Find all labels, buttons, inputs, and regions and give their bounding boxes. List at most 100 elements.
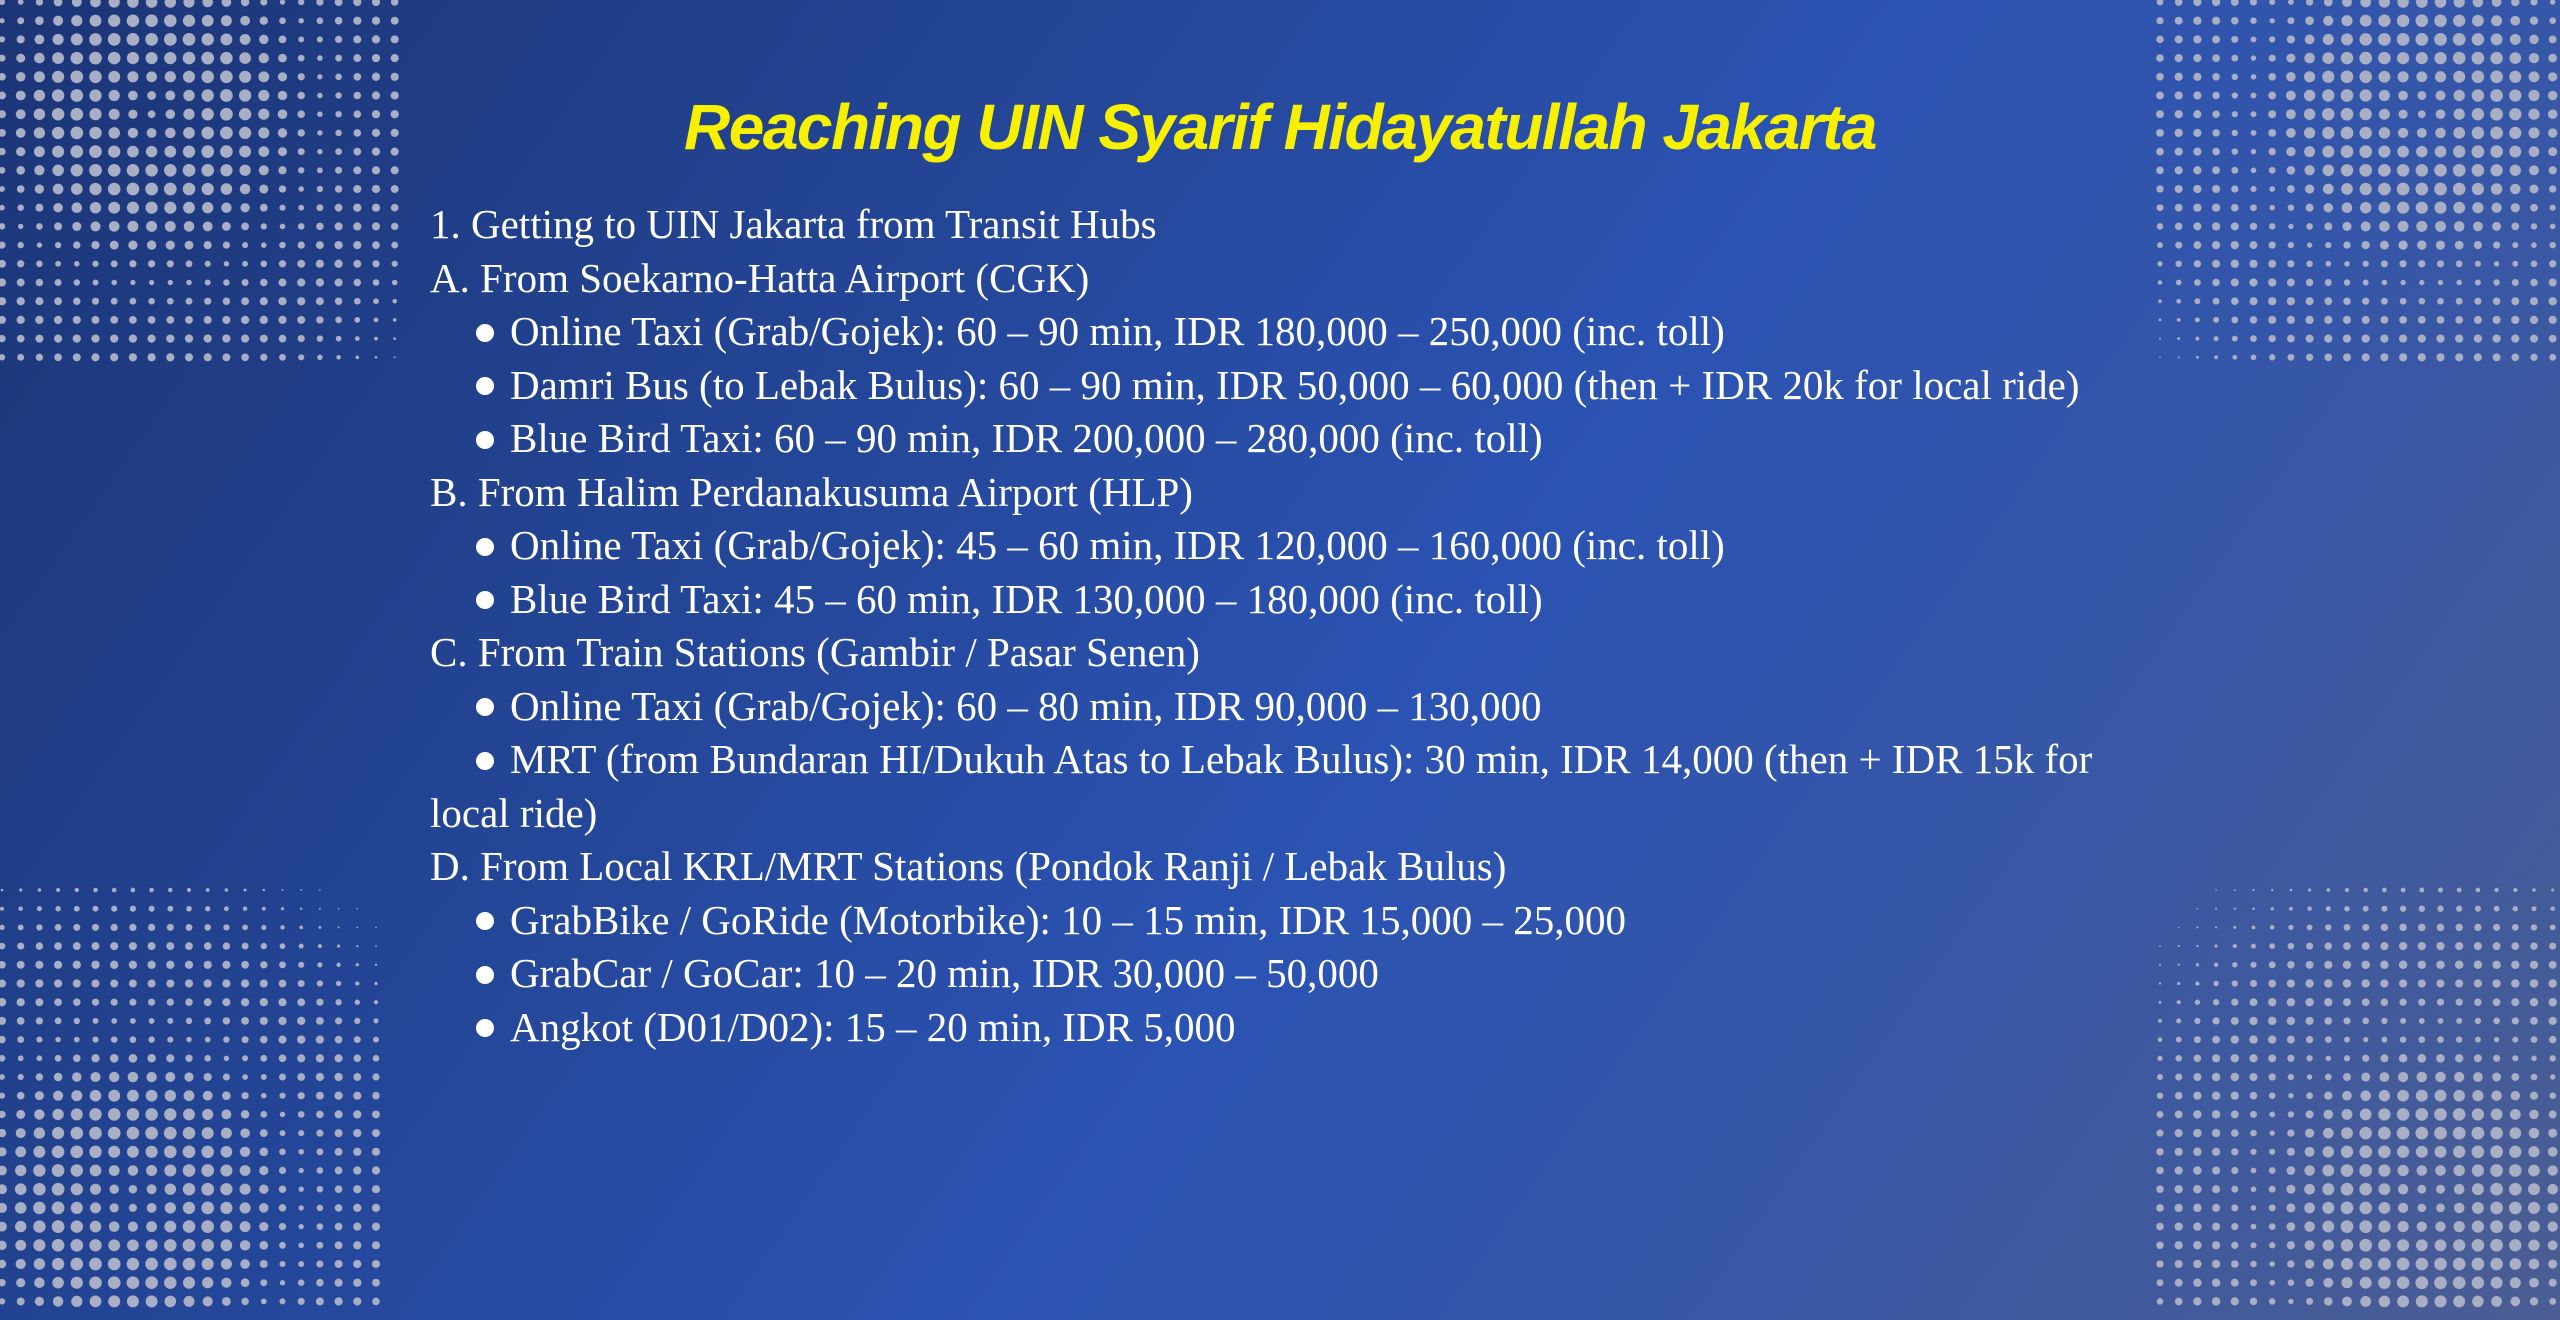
halftone-dot: [278, 185, 287, 193]
list-item-text: GrabBike / GoRide (Motorbike): 10 – 15 m…: [510, 896, 1627, 943]
halftone-dot: [241, 353, 249, 362]
halftone-dot: [2250, 148, 2257, 155]
halftone-dot: [33, 1220, 46, 1233]
halftone-dot: [2177, 963, 2180, 966]
halftone-dot: [2435, 1071, 2446, 1083]
halftone-dot: [126, 1126, 140, 1140]
halftone-dot: [222, 297, 231, 305]
halftone-dot: [258, 108, 270, 120]
halftone-dot: [2233, 925, 2237, 929]
halftone-dot: [2531, 1055, 2537, 1062]
halftone-dot: [2379, 1072, 2390, 1082]
halftone-dot: [201, 108, 214, 121]
halftone-dots-top-right: [2156, 0, 2558, 362]
halftone-dot: [2324, 1297, 2333, 1306]
halftone-dot: [2437, 905, 2444, 912]
halftone-dot: [2453, 221, 2465, 232]
halftone-dot: [2288, 906, 2293, 911]
halftone-dot: [2378, 1164, 2391, 1177]
halftone-dot: [33, 108, 46, 120]
halftone-dot: [92, 905, 99, 912]
halftone-dot: [2416, 127, 2427, 138]
halftone-dot: [2380, 998, 2389, 1006]
halftone-dot: [2304, 1240, 2315, 1251]
halftone-dot: [334, 222, 343, 231]
halftone-dot: [2174, 1091, 2183, 1100]
halftone-dot: [2231, 185, 2239, 193]
halftone-dot: [2452, 1276, 2466, 1290]
halftone-dot: [2491, 15, 2503, 27]
halftone-dot: [335, 92, 342, 99]
halftone-dot: [2157, 1037, 2163, 1042]
halftone-dot: [353, 1166, 362, 1175]
halftone-dot: [167, 1036, 174, 1043]
halftone-dot: [2325, 260, 2332, 267]
halftone-dot: [260, 1092, 267, 1099]
halftone-dot: [2396, 33, 2410, 46]
halftone-dot: [2156, 1129, 2164, 1137]
halftone-dot: [297, 259, 306, 268]
halftone-dot: [355, 963, 359, 967]
halftone-dot: [2268, 91, 2277, 100]
halftone-dot: [220, 1145, 233, 1158]
halftone-dot: [2363, 1036, 2369, 1043]
halftone-dot: [371, 1185, 381, 1194]
halftone-dot: [15, 90, 26, 101]
halftone-dot: [2492, 334, 2501, 343]
halftone-dot: [279, 241, 286, 249]
halftone-dot: [258, 89, 270, 102]
halftone-dot: [0, 888, 4, 892]
halftone-dot: [353, 147, 362, 156]
halftone-dot: [2193, 53, 2202, 63]
halftone-dot: [239, 70, 252, 83]
halftone-dot: [298, 1167, 304, 1174]
halftone-dot: [2453, 1239, 2466, 1252]
halftone-dot: [2193, 1203, 2202, 1213]
halftone-dot: [2250, 111, 2257, 118]
halftone-dot: [260, 223, 267, 230]
halftone-dot: [298, 1186, 304, 1192]
halftone-dot: [2324, 960, 2333, 969]
halftone-dot: [2509, 1277, 2521, 1289]
halftone-dot: [353, 259, 362, 268]
halftone-dot: [353, 222, 362, 231]
halftone-dot: [2528, 1146, 2540, 1158]
halftone-dot: [2530, 1073, 2538, 1081]
halftone-dot: [109, 1054, 119, 1063]
halftone-dot: [2528, 52, 2540, 64]
halftone-dot: [0, 1054, 6, 1062]
halftone-dot: [2492, 297, 2501, 305]
bullet-icon: [476, 1019, 494, 1038]
halftone-dot: [354, 336, 360, 341]
halftone-dot: [239, 164, 251, 176]
halftone-dot: [2378, 1238, 2391, 1252]
halftone-dot: [128, 1203, 138, 1213]
halftone-dot: [108, 1071, 120, 1083]
halftone-dot: [2397, 1295, 2410, 1308]
halftone-dot: [259, 1035, 268, 1044]
halftone-dot: [2378, 145, 2391, 158]
halftone-dot: [2156, 1166, 2164, 1175]
halftone-dot: [126, 164, 140, 177]
halftone-dot: [278, 1035, 287, 1044]
halftone-dot: [2398, 941, 2408, 951]
halftone-dot: [16, 1297, 25, 1306]
list-item-text: Online Taxi (Grab/Gojek): 45 – 60 min, I…: [510, 522, 1725, 568]
halftone-dot: [335, 999, 342, 1006]
halftone-dot: [2175, 260, 2182, 268]
halftone-dot: [184, 240, 194, 250]
halftone-dot: [35, 979, 44, 988]
halftone-dot: [316, 167, 323, 174]
halftone-dot: [0, 0, 6, 6]
halftone-dot: [15, 1146, 27, 1158]
halftone-dot: [222, 1073, 230, 1081]
halftone-dot: [336, 962, 341, 967]
halftone-dot: [34, 165, 45, 176]
halftone-dot: [353, 16, 362, 25]
halftone-dot: [2396, 1276, 2410, 1290]
halftone-dot: [2306, 1092, 2314, 1100]
halftone-dot: [166, 998, 174, 1006]
halftone-dot: [0, 1128, 7, 1138]
halftone-dot: [2471, 1183, 2484, 1196]
halftone-dot: [334, 1110, 343, 1119]
